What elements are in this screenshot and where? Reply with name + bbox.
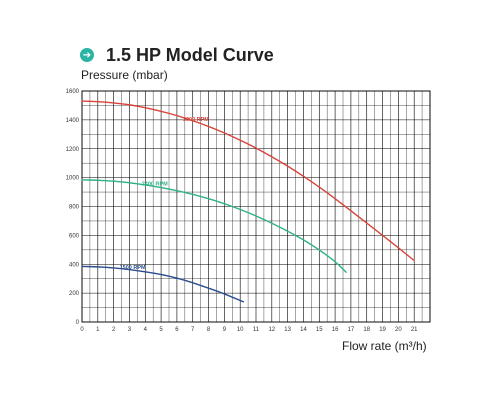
series-line-1500-rpm (81, 265, 245, 303)
x-axis-label: Flow rate (m³/h) (342, 339, 427, 353)
y-tick-label: 200 (69, 291, 80, 297)
series-line-3000-rpm (81, 100, 415, 262)
x-tick-label: 2 (112, 327, 116, 333)
series-label: 3000 RPM (183, 117, 209, 123)
x-tick-label: 12 (268, 327, 275, 333)
y-tick-label: 800 (69, 205, 80, 211)
y-tick-label: 1600 (66, 89, 80, 95)
x-tick-label: 5 (159, 327, 163, 333)
x-tick-label: 19 (379, 327, 386, 333)
chart-ticks: 0 1 2 3 4 5 6 7 8 9 10 11 12 13 14 15 16 17 18 19 20 21020040… (66, 89, 419, 333)
x-tick-label: 15 (316, 327, 323, 333)
y-tick-label: 0 (76, 320, 80, 326)
chart-series (81, 100, 415, 303)
y-tick-label: 1000 (66, 176, 80, 182)
plot-frame (81, 90, 431, 323)
series-line-2400-rpm (81, 179, 347, 273)
x-tick-label: 0 (80, 327, 84, 333)
chart-title: 1.5 HP Model Curve (106, 44, 274, 65)
x-tick-label: 13 (284, 327, 291, 333)
x-tick-label: 10 (237, 327, 244, 333)
y-axis-label: Pressure (mbar) (81, 68, 168, 82)
y-tick-label: 1400 (66, 118, 80, 124)
x-tick-label: 8 (207, 327, 211, 333)
chart-series-labels: 3000 RPM 2400 RPM 1500 RPM (120, 117, 210, 271)
y-tick-label: 400 (69, 262, 80, 268)
x-tick-label: 1 (96, 327, 100, 333)
y-tick-label: 1200 (66, 147, 80, 153)
x-tick-label: 11 (253, 327, 260, 333)
x-tick-label: 6 (175, 327, 179, 333)
x-tick-label: 14 (300, 327, 307, 333)
x-tick-label: 4 (144, 327, 148, 333)
x-tick-label: 17 (348, 327, 355, 333)
chart-title-row: ➔ 1.5 HP Model Curve (80, 42, 274, 68)
x-tick-label: 3 (128, 327, 132, 333)
x-tick-label: 9 (223, 327, 227, 333)
chart-grid (81, 90, 431, 323)
x-tick-label: 16 (332, 327, 339, 333)
x-tick-label: 21 (411, 327, 418, 333)
x-tick-label: 20 (395, 327, 402, 333)
series-label: 1500 RPM (120, 265, 146, 271)
x-tick-label: 18 (363, 327, 370, 333)
x-tick-label: 7 (191, 327, 195, 333)
y-tick-label: 600 (69, 233, 80, 239)
series-label: 2400 RPM (142, 181, 168, 187)
arrow-circle-icon: ➔ (80, 48, 94, 62)
